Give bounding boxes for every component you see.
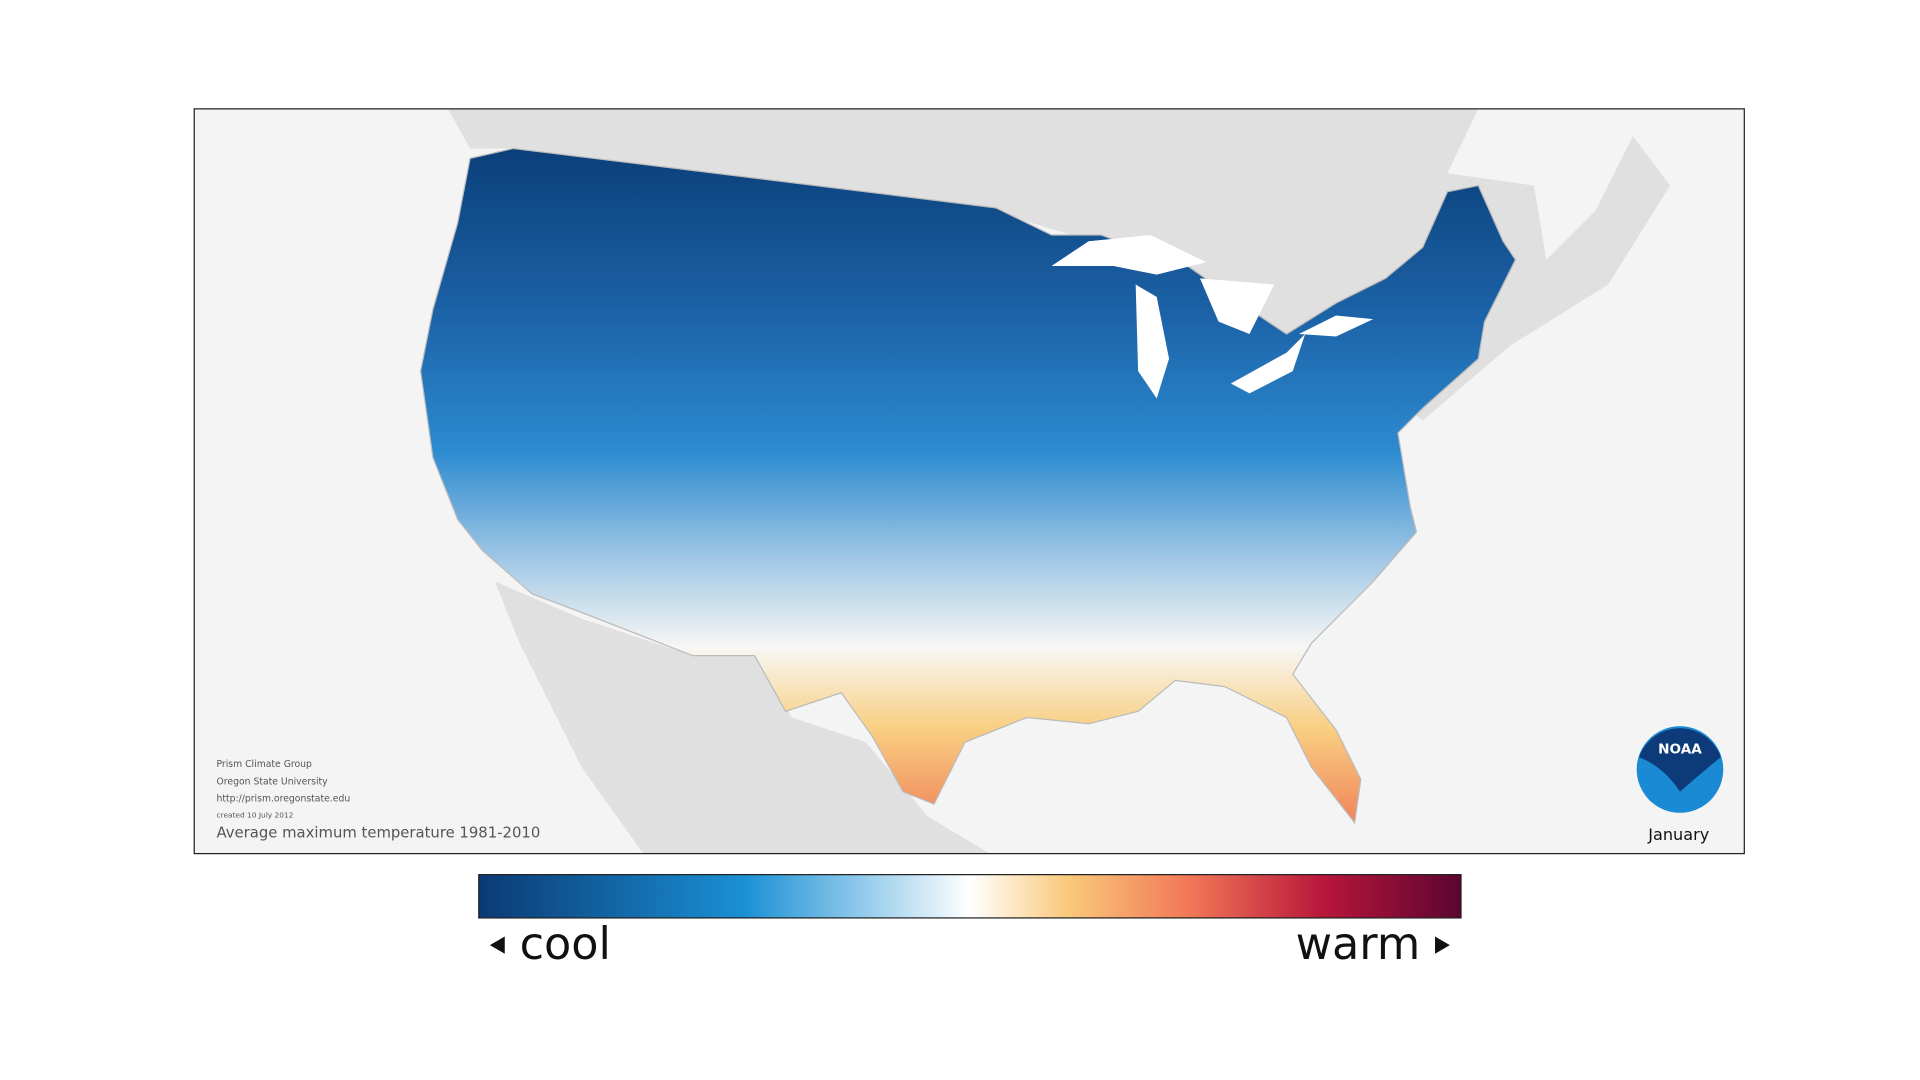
credit-line: Prism Climate Group: [216, 759, 312, 770]
mexico-land: [494, 581, 990, 854]
scaled-layer: Prism Climate Group Oregon State Univers…: [193, 108, 1745, 970]
noaa-logo: NOAA: [1636, 726, 1724, 813]
lake-superior: [1051, 235, 1207, 275]
left-arrow: [489, 936, 505, 954]
right-arrow: [1435, 936, 1450, 954]
lake-michigan: [1135, 284, 1170, 399]
logo-text: NOAA: [1658, 741, 1702, 757]
legend-low: cool: [520, 918, 611, 970]
month-label: January: [1647, 825, 1709, 844]
legend-high: warm: [1296, 918, 1421, 970]
lake-erie: [1230, 334, 1306, 394]
color-bar: [478, 874, 1462, 919]
logo-top: [1639, 728, 1721, 792]
map-frame: [193, 108, 1745, 855]
lake-huron: [1199, 278, 1275, 335]
map-caption: Average maximum temperature 1981-2010: [216, 825, 540, 842]
credit-line: Oregon State University: [216, 776, 328, 787]
credit-line: http://prism.oregonstate.edu: [216, 794, 350, 805]
credit-line: created 10 July 2012: [216, 811, 293, 820]
lake-ontario: [1298, 315, 1374, 337]
basemap: [419, 108, 1671, 854]
